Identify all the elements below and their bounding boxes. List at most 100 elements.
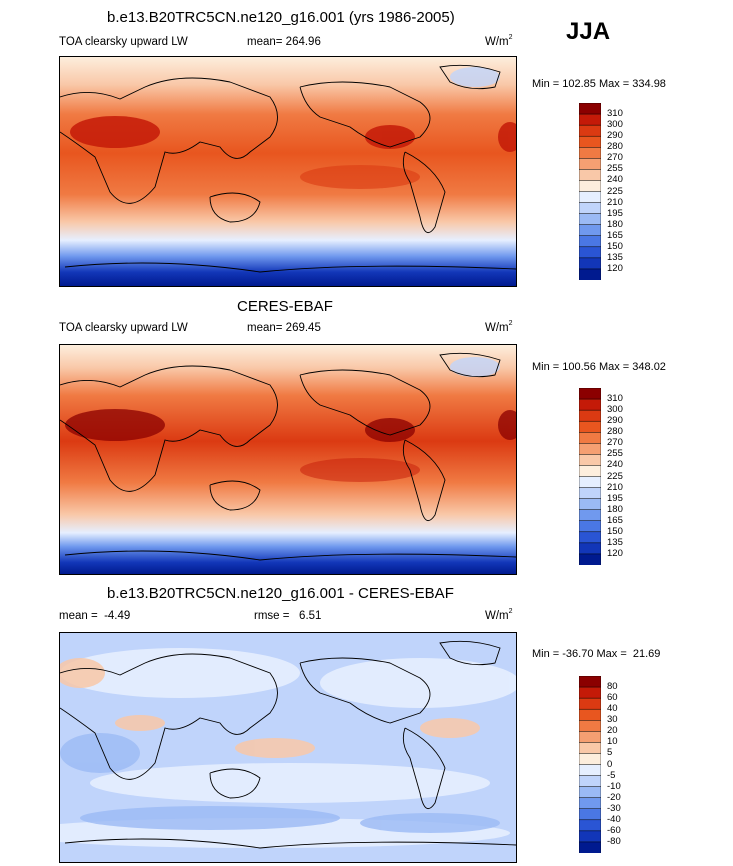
panel-2-minmax: Min = 100.56 Max = 348.02: [532, 361, 666, 373]
colorbar-swatch: [579, 235, 601, 248]
colorbar-level-label: 165: [607, 229, 623, 241]
colorbar-swatch: [579, 775, 601, 788]
colorbar-swatch: [579, 124, 601, 137]
colorbar-swatch: [579, 742, 601, 754]
colorbar-swatch: [579, 830, 601, 843]
colorbar-swatch: [579, 432, 601, 444]
colorbar-level-label: 60: [607, 692, 618, 704]
colorbar-level-label: 280: [607, 141, 623, 153]
panel-3-map: [59, 632, 517, 863]
panel-1-title: b.e13.B20TRC5CN.ne120_g16.001 (yrs 1986-…: [107, 9, 455, 26]
season-label: JJA: [566, 18, 611, 45]
panel-3-title: b.e13.B20TRC5CN.ne120_g16.001 - CERES-EB…: [107, 585, 454, 602]
colorbar-swatch: [579, 113, 601, 126]
colorbar-level-label: 300: [607, 119, 623, 131]
colorbar-level-label: 195: [607, 207, 623, 219]
colorbar-level-label: 225: [607, 185, 623, 197]
colorbar-level-label: 300: [607, 404, 623, 416]
panel-1-colorbar: [579, 103, 601, 280]
colorbar-swatch: [579, 103, 601, 115]
colorbar-swatch: [579, 454, 601, 466]
colorbar-swatch: [579, 268, 601, 280]
panel-3-units: W/m2: [485, 608, 513, 622]
colorbar-level-label: 210: [607, 481, 623, 493]
colorbar-swatch: [579, 797, 601, 810]
colorbar-swatch: [579, 808, 601, 821]
colorbar-level-label: 240: [607, 459, 623, 471]
panel-2-map: [59, 344, 517, 575]
panel-1-colorbar-labels: 310 300 290 280 270 255 240 225 210 195 180 165 150 1…: [607, 103, 647, 280]
colorbar-level-label: 150: [607, 240, 623, 252]
colorbar-level-label: 120: [607, 262, 623, 274]
colorbar-swatch: [579, 498, 601, 511]
colorbar-level-label: 150: [607, 525, 623, 537]
colorbar-swatch: [579, 398, 601, 411]
panel-3-rmse-label: rmse = 6.51: [254, 610, 322, 622]
colorbar-swatch: [579, 224, 601, 237]
colorbar-level-label: 270: [607, 437, 623, 449]
colorbar-level-label: 280: [607, 426, 623, 438]
colorbar-swatch: [579, 764, 601, 777]
panel-2-mean-label: mean= 269.45: [247, 322, 321, 334]
colorbar-swatch: [579, 676, 601, 688]
panel-2-colorbar-labels: 310 300 290 280 270 255 240 225 210 195 180 165 150 1…: [607, 388, 647, 565]
panel-1-variable-label: TOA clearsky upward LW: [59, 36, 188, 48]
colorbar-swatch: [579, 420, 601, 433]
colorbar-swatch: [579, 520, 601, 533]
panel-1-map: [59, 56, 517, 287]
colorbar-swatch: [579, 147, 601, 159]
panel-2-variable-label: TOA clearsky upward LW: [59, 322, 188, 334]
colorbar-level-label: 135: [607, 536, 623, 548]
colorbar-swatch: [579, 169, 601, 181]
panel-3-colorbar: [579, 676, 601, 853]
panel-3-minmax: Min = -36.70 Max = 21.69: [532, 648, 661, 660]
colorbar-level-label: 290: [607, 415, 623, 427]
colorbar-swatch: [579, 731, 601, 743]
colorbar-swatch: [579, 686, 601, 699]
colorbar-level-label: 20: [607, 725, 618, 737]
colorbar-level-label: -10: [607, 780, 621, 792]
colorbar-level-label: 0: [607, 758, 613, 770]
panel-2-colorbar: [579, 388, 601, 565]
colorbar-level-label: 120: [607, 547, 623, 559]
colorbar-level-label: 30: [607, 714, 618, 726]
colorbar-swatch: [579, 180, 601, 193]
colorbar-swatch: [579, 786, 601, 799]
colorbar-level-label: 180: [607, 218, 623, 230]
colorbar-level-label: 225: [607, 470, 623, 482]
colorbar-level-label: -80: [607, 835, 621, 847]
colorbar-swatch: [579, 213, 601, 226]
colorbar-level-label: 255: [607, 163, 623, 175]
panel-3-mean-label: mean = -4.49: [59, 610, 131, 622]
colorbar-swatch: [579, 819, 601, 832]
colorbar-swatch: [579, 465, 601, 478]
colorbar-level-label: 210: [607, 196, 623, 208]
colorbar-swatch: [579, 135, 601, 148]
panel-1-units: W/m2: [485, 34, 513, 48]
panel-1-minmax: Min = 102.85 Max = 334.98: [532, 78, 666, 90]
colorbar-level-label: 180: [607, 503, 623, 515]
colorbar-level-label: -40: [607, 813, 621, 825]
colorbar-swatch: [579, 542, 601, 555]
panel-1-mean-label: mean= 264.96: [247, 36, 321, 48]
colorbar-level-label: 240: [607, 174, 623, 186]
colorbar-level-label: 255: [607, 448, 623, 460]
colorbar-level-label: 290: [607, 130, 623, 142]
colorbar-level-label: 40: [607, 703, 618, 715]
colorbar-swatch: [579, 158, 601, 170]
colorbar-swatch: [579, 257, 601, 270]
colorbar-swatch: [579, 720, 601, 732]
colorbar-swatch: [579, 531, 601, 544]
colorbar-swatch: [579, 841, 601, 853]
colorbar-swatch: [579, 388, 601, 400]
colorbar-level-label: 10: [607, 736, 618, 748]
colorbar-level-label: -30: [607, 802, 621, 814]
colorbar-level-label: 310: [607, 108, 623, 120]
colorbar-swatch: [579, 191, 601, 204]
colorbar-swatch: [579, 487, 601, 500]
colorbar-level-label: 270: [607, 152, 623, 164]
panel-3-colorbar-labels: 80 60 40 30 20 10 5 0 -5 -10 -20 -30 -40 -60 -80: [607, 676, 647, 853]
colorbar-level-label: 165: [607, 514, 623, 526]
colorbar-swatch: [579, 697, 601, 710]
colorbar-swatch: [579, 409, 601, 422]
